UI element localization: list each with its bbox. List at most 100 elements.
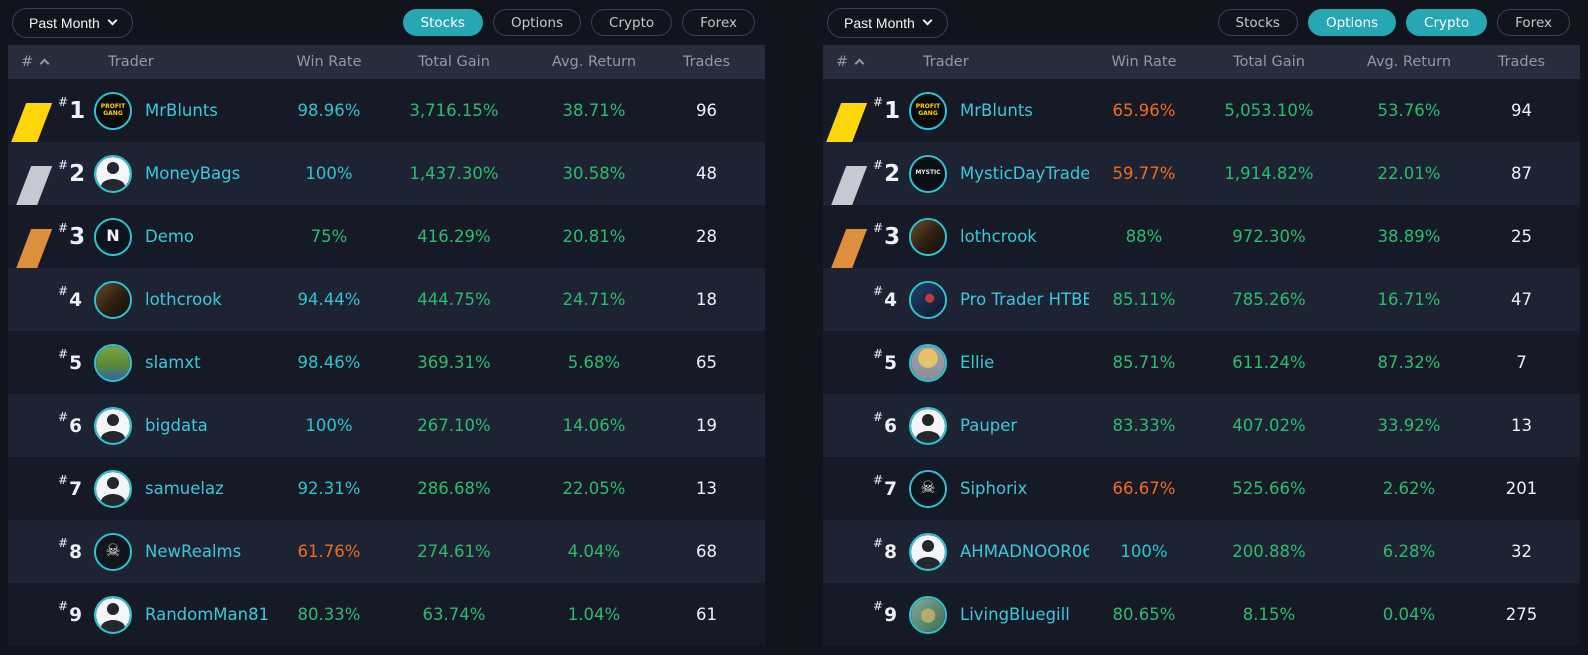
avg-return-cell: 6.28% xyxy=(1339,542,1479,561)
rank-label: #9 xyxy=(58,598,82,626)
avatar-text: PROFIT GANG xyxy=(100,102,126,117)
total-gain-value: 5,053.10% xyxy=(1224,101,1314,120)
total-gain-cell: 785.26% xyxy=(1199,290,1339,309)
header-avg-return[interactable]: Avg. Return xyxy=(1339,54,1479,70)
avg-return-value: 16.71% xyxy=(1377,290,1441,309)
header-avg-return[interactable]: Avg. Return xyxy=(524,54,664,70)
table-row[interactable]: #3 lothcrook 88% 972.30% 38.89% 25 xyxy=(823,205,1580,268)
table-row[interactable]: #3 N Demo 75% 416.29% 20.81% 28 xyxy=(8,205,765,268)
trader-cell: slamxt xyxy=(92,343,274,382)
tab-crypto[interactable]: Crypto xyxy=(1406,9,1488,36)
trader-name-link[interactable]: bigdata xyxy=(145,416,208,435)
table-row[interactable]: #2 MoneyBags 100% 1,437.30% 30.58% 48 xyxy=(8,142,765,205)
trader-name-link[interactable]: MoneyBags xyxy=(145,164,241,183)
header-rank[interactable]: # xyxy=(8,54,92,70)
header-win-rate[interactable]: Win Rate xyxy=(274,54,384,70)
person-silhouette-avatar xyxy=(909,406,947,445)
table-row[interactable]: #2 MYSTIC MysticDayTrader 59.77% 1,914.8… xyxy=(823,142,1580,205)
avg-return-value: 30.58% xyxy=(562,164,626,183)
header-trades[interactable]: Trades xyxy=(1479,54,1580,70)
tab-forex[interactable]: Forex xyxy=(682,9,755,36)
table-row[interactable]: #6 Pauper 83.33% 407.02% 33.92% 13 xyxy=(823,394,1580,457)
panel-toolbar: Past Month Stocks Options Crypto Forex xyxy=(823,0,1580,45)
trader-name-link[interactable]: RandomMan81 xyxy=(145,605,270,624)
trader-name-link[interactable]: MysticDayTrader xyxy=(960,164,1089,183)
trader-name-link[interactable]: lothcrook xyxy=(960,227,1037,246)
trader-cell: Pro Trader HTBB xyxy=(907,280,1089,319)
avg-return-value: 5.68% xyxy=(567,353,621,372)
rank-label: #9 xyxy=(873,598,897,625)
win-rate-cell: 61.76% xyxy=(274,542,384,561)
medal-stripe-bronze xyxy=(8,228,53,268)
avg-return-cell: 33.92% xyxy=(1339,416,1479,435)
avg-return-cell: 38.71% xyxy=(524,101,664,120)
avatar-text: ☠ xyxy=(920,477,936,498)
trader-name-link[interactable]: Demo xyxy=(145,227,195,246)
table-row[interactable]: #1 PROFIT GANG MrBlunts 98.96% 3,716.15%… xyxy=(8,79,765,142)
tab-options[interactable]: Options xyxy=(492,9,582,36)
silhouette-body xyxy=(916,430,940,443)
table-row[interactable]: #8 ☠ NewRealms 61.76% 274.61% 4.04% 68 xyxy=(8,520,765,583)
header-win-rate[interactable]: Win Rate xyxy=(1089,54,1199,70)
total-gain-value: 3,716.15% xyxy=(409,101,499,120)
rank-number: 3 xyxy=(69,223,86,250)
tab-stocks[interactable]: Stocks xyxy=(402,9,483,36)
avatar-image xyxy=(96,408,130,443)
trader-name-link[interactable]: AHMADNOOR066 xyxy=(960,542,1089,561)
total-gain-cell: 407.02% xyxy=(1199,416,1339,435)
trader-name-link[interactable]: MrBlunts xyxy=(145,101,218,120)
header-rank[interactable]: # xyxy=(823,54,907,70)
total-gain-value: 274.61% xyxy=(417,542,491,561)
rank-number: 2 xyxy=(69,160,86,187)
header-total-gain[interactable]: Total Gain xyxy=(1199,54,1339,70)
header-trader[interactable]: Trader xyxy=(92,54,274,70)
header-total-gain[interactable]: Total Gain xyxy=(384,54,524,70)
table-row[interactable]: #1 PROFIT GANG MrBlunts 65.96% 5,053.10%… xyxy=(823,79,1580,142)
header-trader[interactable]: Trader xyxy=(907,54,1089,70)
win-rate-cell: 83.33% xyxy=(1089,416,1199,435)
avg-return-cell: 87.32% xyxy=(1339,353,1479,372)
trader-name-link[interactable]: LivingBluegill xyxy=(960,605,1070,624)
tab-stocks[interactable]: Stocks xyxy=(1217,9,1298,36)
trader-name-link[interactable]: slamxt xyxy=(145,353,201,372)
table-row[interactable]: #4 lothcrook 94.44% 444.75% 24.71% 18 xyxy=(8,268,765,331)
tab-forex[interactable]: Forex xyxy=(1497,9,1570,36)
rank-number: 9 xyxy=(69,604,82,626)
table-row[interactable]: #9 LivingBluegill 80.65% 8.15% 0.04% 275 xyxy=(823,583,1580,646)
table-row[interactable]: #7 ☠ Siphorix 66.67% 525.66% 2.62% 201 xyxy=(823,457,1580,520)
total-gain-cell: 63.74% xyxy=(384,605,524,624)
total-gain-cell: 1,437.30% xyxy=(384,164,524,183)
tab-options[interactable]: Options xyxy=(1307,9,1397,36)
trader-name-link[interactable]: Siphorix xyxy=(960,479,1028,498)
rank-label: #6 xyxy=(58,409,82,436)
period-dropdown[interactable]: Past Month xyxy=(827,7,948,38)
table-row[interactable]: #4 Pro Trader HTBB 85.11% 785.26% 16.71%… xyxy=(823,268,1580,331)
table-row[interactable]: #7 samuelaz 92.31% 286.68% 22.05% 13 xyxy=(8,457,765,520)
table-row[interactable]: #9 RandomMan81 80.33% 63.74% 1.04% 61 xyxy=(8,583,765,646)
trader-name-link[interactable]: Ellie xyxy=(960,353,995,372)
table-row[interactable]: #6 bigdata 100% 267.10% 14.06% 19 xyxy=(8,394,765,457)
header-trades[interactable]: Trades xyxy=(664,54,765,70)
arcade-scene-avatar xyxy=(94,280,132,319)
trader-name-link[interactable]: MrBlunts xyxy=(960,101,1033,120)
tab-crypto[interactable]: Crypto xyxy=(591,9,673,36)
period-dropdown[interactable]: Past Month xyxy=(12,7,133,38)
table-row[interactable]: #5 Ellie 85.71% 611.24% 87.32% 7 xyxy=(823,331,1580,394)
table-row[interactable]: #8 AHMADNOOR066 100% 200.88% 6.28% 32 xyxy=(823,520,1580,583)
avg-return-value: 0.04% xyxy=(1382,605,1436,624)
trader-name-link[interactable]: NewRealms xyxy=(145,542,242,561)
trader-name-link[interactable]: Pro Trader HTBB xyxy=(960,290,1089,309)
trader-name-link[interactable]: Pauper xyxy=(960,416,1018,435)
trader-name-link[interactable]: lothcrook xyxy=(145,290,222,309)
table-row[interactable]: #5 slamxt 98.46% 369.31% 5.68% 65 xyxy=(8,331,765,394)
trader-cell: ☠ NewRealms xyxy=(92,532,274,571)
trades-cell: 28 xyxy=(664,227,765,246)
silhouette-body xyxy=(101,619,125,632)
person-silhouette-avatar xyxy=(94,406,132,445)
trader-name-link[interactable]: samuelaz xyxy=(145,479,224,498)
avg-return-value: 22.01% xyxy=(1377,164,1441,183)
avg-return-value: 6.28% xyxy=(1382,542,1436,561)
column-label: Avg. Return xyxy=(1366,54,1452,70)
column-label: Trader xyxy=(923,54,969,70)
trades-cell: 87 xyxy=(1479,164,1580,183)
